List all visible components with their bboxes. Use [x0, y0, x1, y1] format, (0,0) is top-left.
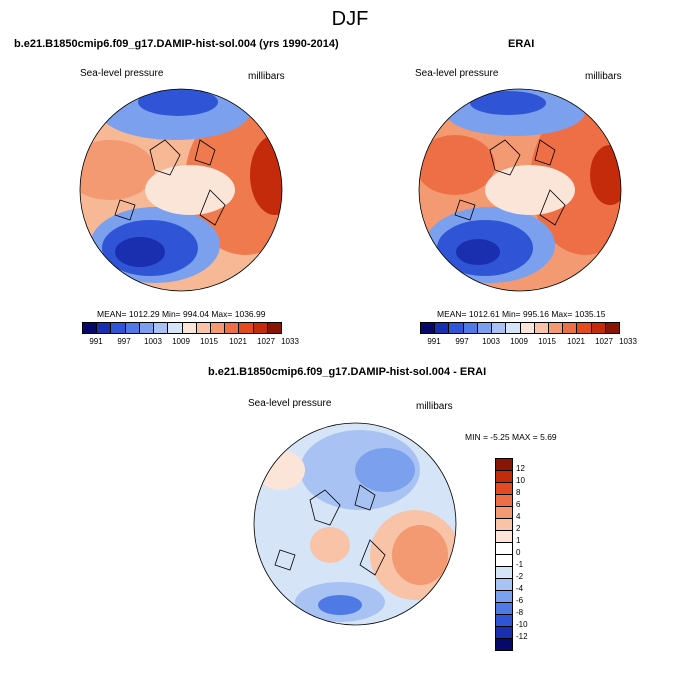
panel2-title: ERAI [508, 38, 535, 50]
panel2-tick: 1027 [595, 337, 613, 346]
panel1-tick: 1027 [257, 337, 275, 346]
panel3-tick: 4 [516, 512, 521, 521]
panel3-tick: 1 [516, 536, 521, 545]
panel3-units-label: millibars [416, 401, 453, 412]
panel3-tick: 2 [516, 524, 521, 533]
panel3-map [254, 423, 456, 625]
panel2-tick: 997 [455, 337, 469, 346]
panel1-left-label: Sea-level pressure [80, 68, 164, 79]
panel3-tick: 8 [516, 488, 521, 497]
figure-title: DJF [331, 8, 369, 30]
panel2-units-label: millibars [585, 71, 622, 82]
panel2-map [419, 89, 621, 291]
panel2-tick: 1033 [619, 337, 637, 346]
panel3-left-label: Sea-level pressure [248, 398, 332, 409]
panel1-map [80, 89, 282, 291]
panel3-tick: -12 [516, 632, 528, 641]
panel1-tick: 1009 [172, 337, 190, 346]
panel3-title: b.e21.B1850cmip6.f09_g17.DAMIP-hist-sol.… [208, 366, 487, 378]
panel1-colorbar [82, 322, 282, 334]
panel1-tick: 1015 [200, 337, 218, 346]
panel3-tick: 6 [516, 500, 521, 509]
panel3-tick: 12 [516, 464, 525, 473]
panel1-stats: MEAN= 1012.29 Min= 994.04 Max= 1036.99 [97, 309, 266, 319]
panel2-tick: 1009 [510, 337, 528, 346]
panel3-tick: -4 [516, 584, 524, 593]
panel1-tick: 1033 [281, 337, 299, 346]
panel1-units-label: millibars [248, 71, 285, 82]
panel2-colorbar [420, 322, 620, 334]
panel3-stats: MIN = -5.25 MAX = 5.69 [465, 432, 557, 442]
panel3-tick: -8 [516, 608, 524, 617]
panel3-tick: -6 [516, 596, 524, 605]
panel1-tick: 1003 [144, 337, 162, 346]
panel1-tick: 1021 [229, 337, 247, 346]
panel3-tick: -2 [516, 572, 524, 581]
panel1-tick: 991 [89, 337, 103, 346]
panel1-title: b.e21.B1850cmip6.f09_g17.DAMIP-hist-sol.… [14, 38, 339, 50]
panel3-tick: -1 [516, 560, 524, 569]
panel3-tick: -10 [516, 620, 528, 629]
panel2-stats: MEAN= 1012.61 Min= 995.16 Max= 1035.15 [437, 309, 606, 319]
panel3-colorbar [495, 458, 513, 651]
panel2-tick: 1015 [538, 337, 556, 346]
panel3-tick: 10 [516, 476, 525, 485]
panel2-left-label: Sea-level pressure [415, 68, 499, 79]
panel1-tick: 997 [117, 337, 131, 346]
panel2-tick: 1021 [567, 337, 585, 346]
panel3-tick: 0 [516, 548, 521, 557]
panel2-tick: 991 [427, 337, 441, 346]
panel2-tick: 1003 [482, 337, 500, 346]
